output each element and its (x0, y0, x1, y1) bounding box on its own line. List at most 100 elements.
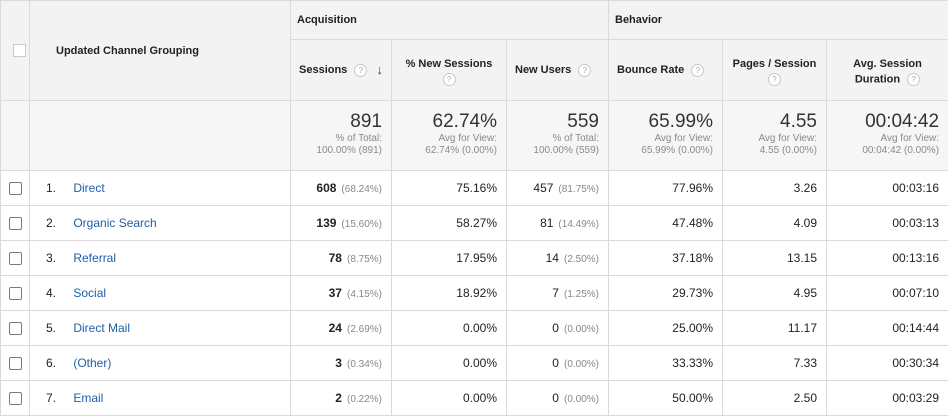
col-header-pct-new-sessions[interactable]: % New Sessions ? (391, 39, 507, 101)
row-checkbox[interactable] (9, 357, 22, 371)
avg-duration-cell: 00:03:16 (825, 170, 948, 206)
dimension-header[interactable]: Updated Channel Grouping (29, 0, 291, 101)
total-bounce-rate: 65.99% Avg for View: 65.99% (0.00%) (608, 100, 723, 171)
new-users-cell: 81 (14.49%) (506, 205, 609, 241)
pct-new-sessions-cell: 0.00% (391, 380, 507, 416)
channel-link[interactable]: Direct (73, 181, 105, 195)
help-icon[interactable]: ? (907, 72, 921, 86)
table-row: 1. Direct 608 (68.24%) 75.16% 457 (81.75%)… (0, 170, 948, 206)
new-users-cell: 0 (0.00%) (506, 345, 609, 381)
row-index: 3. (46, 251, 57, 265)
row-checkbox[interactable] (9, 287, 22, 301)
row-checkbox-cell[interactable] (0, 310, 30, 346)
bounce-rate-cell: 25.00% (608, 310, 723, 346)
total-pages-session: 4.55 Avg for View: 4.55 (0.00%) (722, 100, 827, 171)
pages-session-cell: 7.33 (722, 345, 827, 381)
bounce-rate-cell: 33.33% (608, 345, 723, 381)
table-row: 4. Social 37 (4.15%) 18.92% 7 (1.25%) 29.7… (0, 275, 948, 311)
bounce-rate-cell: 29.73% (608, 275, 723, 311)
channel-link[interactable]: (Other) (73, 356, 112, 370)
total-pct-new-sessions: 62.74% Avg for View: 62.74% (0.00%) (391, 100, 507, 171)
bounce-rate-cell: 77.96% (608, 170, 723, 206)
table-row: 6. (Other) 3 (0.34%) 0.00% 0 (0.00%) 33.33… (0, 345, 948, 381)
table-row: 5. Direct Mail 24 (2.69%) 0.00% 0 (0.00%) … (0, 310, 948, 346)
select-all-cell[interactable] (0, 0, 30, 101)
pages-session-cell: 4.09 (722, 205, 827, 241)
help-icon[interactable]: ? (442, 72, 456, 86)
dimension-header-label: Updated Channel Grouping (56, 44, 199, 57)
row-checkbox-cell[interactable] (0, 170, 30, 206)
row-checkbox[interactable] (9, 392, 22, 406)
col-header-sessions[interactable]: Sessions ? ↓ (290, 39, 392, 101)
row-checkbox-cell[interactable] (0, 240, 30, 276)
pages-session-cell: 13.15 (722, 240, 827, 276)
table-row: 3. Referral 78 (8.75%) 17.95% 14 (2.50%) 3… (0, 240, 948, 276)
pages-session-cell: 4.95 (722, 275, 827, 311)
table-row: 7. Email 2 (0.22%) 0.00% 0 (0.00%) 50.00% … (0, 380, 948, 416)
pct-new-sessions-cell: 0.00% (391, 310, 507, 346)
pct-new-sessions-cell: 17.95% (391, 240, 507, 276)
pages-session-cell: 3.26 (722, 170, 827, 206)
table-row: 2. Organic Search 139 (15.60%) 58.27% 81(… (0, 205, 948, 241)
select-all-checkbox[interactable] (12, 44, 26, 57)
total-new-users: 559 % of Total: 100.00% (559) (506, 100, 609, 171)
avg-duration-cell: 00:14:44 (825, 310, 948, 346)
avg-duration-cell: 00:30:34 (825, 345, 948, 381)
sessions-cell: 78 (8.75%) (290, 240, 392, 276)
channel-link[interactable]: Organic Search (73, 216, 157, 230)
group-header-behavior: Behavior (607, 0, 948, 40)
row-checkbox-cell[interactable] (0, 380, 30, 416)
row-checkbox-cell[interactable] (0, 205, 30, 241)
new-users-cell: 14 (2.50%) (506, 240, 609, 276)
new-users-cell: 0 (0.00%) (506, 310, 609, 346)
avg-duration-cell: 00:13:16 (825, 240, 948, 276)
row-checkbox[interactable] (9, 322, 22, 336)
row-checkbox-cell[interactable] (0, 275, 30, 311)
channel-cell: 3. Referral (29, 240, 291, 276)
channel-link[interactable]: Email (73, 391, 104, 405)
pct-new-sessions-cell: 75.16% (391, 170, 507, 206)
pages-session-cell: 11.17 (722, 310, 827, 346)
pct-new-sessions-cell: 0.00% (391, 345, 507, 381)
help-icon[interactable]: ? (691, 63, 705, 77)
sessions-cell: 37 (4.15%) (290, 275, 392, 311)
total-sessions: 891 % of Total: 100.00% (891) (290, 100, 392, 171)
col-header-avg-session-duration[interactable]: Avg. Session Duration ? (825, 39, 948, 101)
row-checkbox-cell[interactable] (0, 345, 30, 381)
help-icon[interactable]: ? (768, 72, 781, 86)
pages-session-cell: 2.50 (722, 380, 827, 416)
row-checkbox[interactable] (9, 252, 22, 266)
row-index: 5. (46, 321, 57, 335)
totals-row: 891 % of Total: 100.00% (891) 62.74% Avg… (0, 100, 948, 171)
group-header-acquisition: Acquisition (290, 0, 609, 40)
avg-duration-cell: 00:07:10 (825, 275, 948, 311)
channel-cell: 6. (Other) (29, 345, 291, 381)
row-checkbox[interactable] (9, 217, 22, 231)
channel-link[interactable]: Direct Mail (73, 321, 131, 335)
row-checkbox[interactable] (9, 182, 22, 196)
col-header-bounce-rate[interactable]: Bounce Rate ? (608, 39, 723, 101)
channel-link[interactable]: Social (73, 286, 107, 300)
col-header-new-users[interactable]: New Users ? (506, 39, 609, 101)
avg-duration-cell: 00:03:29 (825, 380, 948, 416)
channel-cell: 5. Direct Mail (29, 310, 291, 346)
sort-descending-icon[interactable]: ↓ (376, 61, 384, 77)
pct-new-sessions-cell: 18.92% (391, 275, 507, 311)
sessions-cell: 2 (0.22%) (290, 380, 392, 416)
sessions-cell: 3 (0.34%) (290, 345, 392, 381)
channel-link[interactable]: Referral (73, 251, 117, 265)
row-index: 4. (46, 286, 57, 300)
bounce-rate-cell: 47.48% (608, 205, 723, 241)
pct-new-sessions-cell: 58.27% (391, 205, 507, 241)
bounce-rate-cell: 50.00% (608, 380, 723, 416)
total-avg-session-duration: 00:04:42 Avg for View: 00:04:42 (0.00%) (825, 100, 948, 171)
help-icon[interactable]: ? (578, 63, 592, 77)
help-icon[interactable]: ? (354, 63, 368, 77)
channel-cell: 4. Social (29, 275, 291, 311)
new-users-cell: 457 (81.75%) (506, 170, 609, 206)
row-index: 2. (46, 216, 57, 230)
row-index: 1. (46, 181, 57, 195)
col-header-pages-session[interactable]: Pages / Session ? (722, 39, 827, 101)
avg-duration-cell: 00:03:13 (825, 205, 948, 241)
